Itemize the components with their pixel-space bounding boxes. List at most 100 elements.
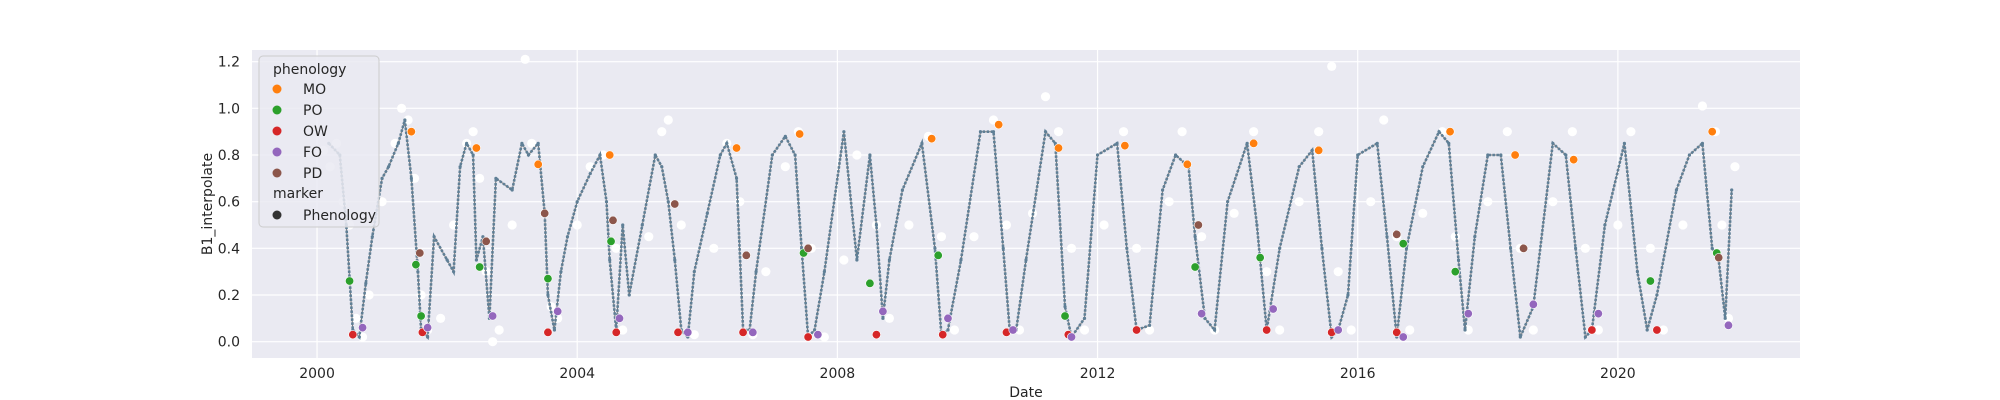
phenology-point-pd	[1714, 253, 1724, 263]
phenology-point-pd	[670, 199, 680, 209]
interpolated-point	[793, 153, 797, 157]
raw-point	[396, 103, 407, 113]
interpolated-point	[403, 118, 407, 122]
raw-point	[936, 232, 947, 242]
interpolated-point	[933, 246, 937, 250]
interpolated-point	[653, 153, 657, 157]
interpolated-point	[1043, 130, 1048, 134]
phenology-point-ow	[738, 327, 748, 337]
interpolated-point	[1499, 153, 1503, 157]
phenology-point-fo	[553, 306, 563, 316]
phenology-point-ow	[1652, 325, 1662, 335]
phenology-point-po	[543, 274, 553, 284]
phenology-point-mo	[533, 159, 543, 169]
phenology-point-mo	[1569, 155, 1579, 165]
interpolated-point	[1245, 141, 1249, 145]
interpolated-point	[364, 281, 368, 285]
phenology-point-mo	[1249, 138, 1259, 148]
phenology-point-ow	[1587, 325, 1597, 335]
phenology-point-mo	[1707, 127, 1717, 137]
interpolated-point	[692, 270, 696, 274]
raw-point	[1144, 325, 1155, 335]
x-tick-label: 2000	[299, 366, 335, 382]
interpolated-point	[432, 235, 436, 239]
interpolated-point	[1173, 153, 1178, 157]
phenology-point-mo	[1510, 150, 1520, 160]
y-tick-label: 0.6	[218, 195, 240, 211]
interpolated-point	[959, 258, 963, 262]
raw-point	[1333, 267, 1343, 277]
legend-label-ow: OW	[303, 124, 328, 140]
grid	[252, 50, 1800, 358]
legend-box	[258, 55, 380, 228]
interpolated-point	[452, 270, 456, 274]
interpolated-point	[1375, 141, 1379, 145]
legend-entries: MO PO OW FO PD	[272, 82, 328, 182]
interpolated-point	[1356, 153, 1360, 157]
phenology-point-po	[1060, 311, 1070, 321]
phenology-point-po	[606, 236, 616, 246]
raw-point	[884, 313, 895, 323]
phenology-point-fo	[943, 313, 953, 323]
raw-point	[468, 127, 478, 137]
phenology-point-fo	[748, 327, 758, 337]
phenology-point-po	[416, 311, 426, 321]
interpolated-point	[510, 188, 514, 192]
interpolated-point	[783, 134, 787, 138]
phenology-point-fo	[1008, 325, 1018, 335]
interpolated-point	[1320, 246, 1324, 250]
phenology-point-ow	[871, 330, 881, 340]
raw-point	[1593, 325, 1603, 335]
interpolated-point	[1645, 328, 1649, 332]
raw-point	[780, 162, 790, 172]
phenology-point-fo	[1398, 332, 1408, 342]
interpolated-point	[822, 270, 826, 274]
legend-label-po: PO	[303, 103, 322, 119]
interpolated-point	[718, 153, 722, 157]
phenology-point-fo	[1197, 309, 1207, 319]
raw-point	[1275, 325, 1285, 335]
interpolated-point	[575, 200, 579, 204]
interpolated-point	[734, 176, 739, 180]
phenology-point-fo	[1463, 309, 1473, 319]
interpolated-point	[1421, 165, 1425, 169]
raw-point	[949, 325, 960, 335]
phenology-point-mo	[1054, 143, 1064, 153]
interpolated-point	[1635, 270, 1639, 274]
interpolated-point	[855, 258, 859, 262]
raw-point	[1314, 127, 1324, 137]
raw-point	[839, 255, 849, 265]
phenology-point-ow	[938, 330, 948, 340]
phenology-point-fo	[683, 327, 693, 337]
interpolated-point	[946, 328, 950, 332]
phenology-point-fo	[1268, 304, 1278, 314]
interpolated-point	[465, 141, 469, 145]
raw-point	[1014, 325, 1025, 335]
raw-point	[1177, 127, 1187, 137]
raw-point	[364, 290, 374, 300]
interpolated-point	[868, 153, 872, 157]
y-tick-label: 0.4	[218, 241, 240, 257]
raw-point	[1379, 115, 1389, 125]
phenology-point-po	[865, 278, 875, 288]
raw-point	[488, 337, 498, 347]
raw-point	[1730, 162, 1740, 172]
raw-point	[1405, 325, 1415, 335]
interpolated-point	[471, 153, 475, 157]
phenology-point-ow	[1132, 325, 1142, 335]
interpolated-line	[327, 119, 1733, 343]
phenology-point-mo	[994, 120, 1004, 130]
phenology-point-ow	[1262, 325, 1272, 335]
interpolated-point	[1655, 293, 1659, 297]
phenology-point-mo	[927, 134, 937, 144]
interpolated-point	[1213, 328, 1217, 332]
legend-marker-dot	[272, 210, 282, 220]
interpolated-point	[559, 270, 563, 274]
phenology-point-po	[1645, 276, 1655, 286]
interpolated-point	[1674, 188, 1679, 192]
raw-point	[663, 115, 673, 125]
interpolated-point	[474, 258, 478, 262]
raw-point	[1262, 267, 1272, 277]
raw-point	[1697, 101, 1708, 111]
